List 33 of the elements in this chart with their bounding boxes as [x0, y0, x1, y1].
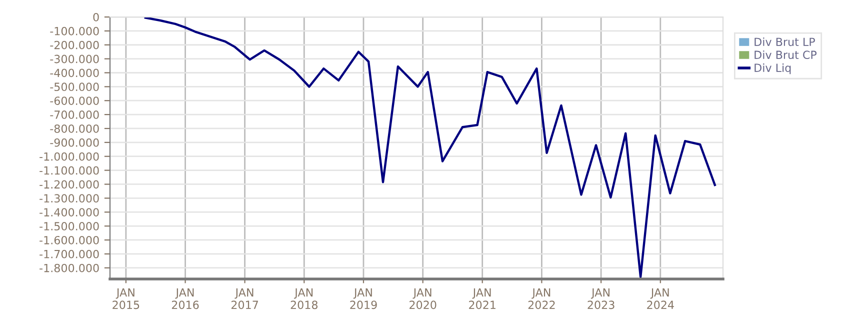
y-tick-label: -800.000 — [50, 124, 99, 133]
y-tick-label: -600.000 — [50, 96, 99, 105]
legend-label: Div Brut CP — [754, 50, 817, 60]
x-tick-label: JAN 2022 — [528, 288, 555, 310]
y-tick-label: -1.100.000 — [40, 166, 99, 175]
y-tick-label: -1.300.000 — [40, 194, 99, 203]
y-tick-label: -500.000 — [50, 82, 99, 92]
y-tick-label: -1.500.000 — [40, 222, 99, 230]
y-tick-label: -700.000 — [50, 110, 99, 119]
y-tick-label: -300.000 — [50, 54, 99, 64]
x-tick-label: JAN 2017 — [231, 288, 258, 310]
y-tick-label: -1.000.000 — [40, 152, 99, 161]
y-tick-label: -1.700.000 — [40, 250, 99, 258]
y-tick-label: -200.000 — [50, 40, 99, 50]
y-tick-label: -1.800.000 — [40, 264, 99, 272]
y-tick-label: -1.400.000 — [40, 208, 99, 216]
x-tick-label: JAN 2016 — [172, 288, 199, 310]
x-tick-label: JAN 2023 — [588, 288, 614, 310]
legend-label: Div Liq — [754, 63, 791, 74]
x-tick-label: JAN 2024 — [647, 288, 674, 310]
x-tick-label: JAN 2020 — [410, 288, 436, 310]
x-tick-label: JAN 2019 — [350, 288, 377, 310]
y-tick-label: -400.000 — [50, 68, 99, 78]
x-tick-label: JAN 2021 — [469, 288, 496, 310]
y-tick-label: 0 — [93, 12, 99, 22]
x-tick-label: JAN 2015 — [112, 288, 140, 310]
y-tick-label: -1.600.000 — [40, 236, 99, 244]
y-tick-label: -900.000 — [50, 138, 99, 147]
y-tick-label: -100.000 — [50, 26, 99, 36]
y-tick-label: -1.200.000 — [40, 180, 99, 189]
line-series — [144, 17, 716, 278]
x-tick-label: JAN 2018 — [290, 288, 318, 310]
legend-label: Div Brut LP — [754, 37, 815, 46]
